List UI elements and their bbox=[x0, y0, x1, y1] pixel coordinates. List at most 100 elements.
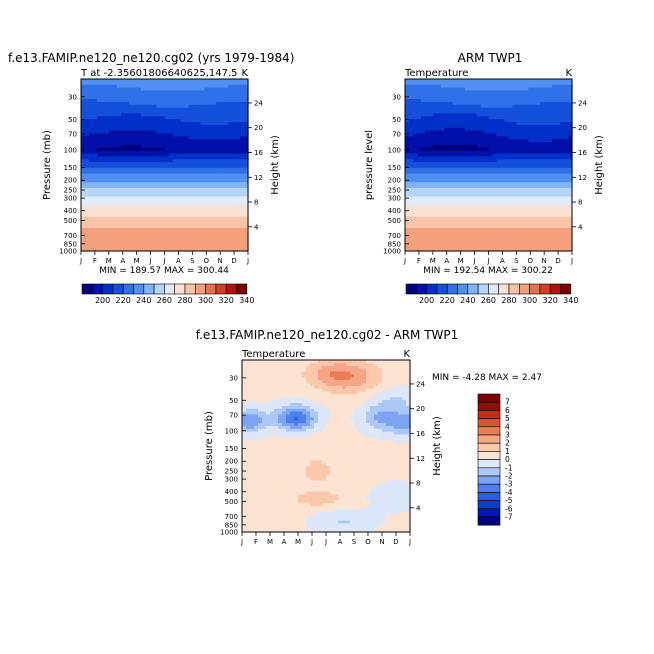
field-cell bbox=[492, 99, 498, 103]
field-cell bbox=[540, 228, 545, 232]
field-cell bbox=[136, 225, 142, 229]
field-cell bbox=[240, 96, 245, 100]
field-cell bbox=[428, 142, 434, 146]
field-cell bbox=[480, 87, 486, 92]
field-cell bbox=[180, 122, 185, 126]
field-cell bbox=[120, 185, 126, 189]
field-cell bbox=[564, 193, 569, 198]
field-cell bbox=[224, 116, 229, 120]
field-cell bbox=[408, 101, 414, 106]
field-cell bbox=[492, 139, 498, 143]
field-cell bbox=[140, 205, 146, 209]
field-cell bbox=[208, 122, 213, 126]
field-cell bbox=[448, 210, 454, 215]
field-cell bbox=[232, 113, 237, 117]
field-cell bbox=[556, 84, 561, 89]
field-cell bbox=[488, 170, 494, 175]
field-cell bbox=[104, 242, 110, 246]
field-cell bbox=[492, 142, 498, 146]
field-cell bbox=[240, 84, 245, 89]
field-cell bbox=[144, 239, 150, 243]
field-cell bbox=[96, 79, 102, 83]
field-cell bbox=[124, 142, 130, 146]
field-cell bbox=[156, 130, 162, 135]
field-cell bbox=[81, 81, 86, 86]
field-cell bbox=[512, 107, 517, 112]
field-cell bbox=[468, 159, 474, 163]
field-cell bbox=[456, 87, 462, 92]
field-cell bbox=[148, 107, 154, 112]
field-cell bbox=[128, 99, 134, 103]
field-cell bbox=[244, 81, 249, 86]
field-cell bbox=[508, 182, 513, 186]
field-cell bbox=[208, 116, 213, 120]
field-cell bbox=[108, 165, 114, 169]
field-cell bbox=[112, 213, 118, 218]
field-cell bbox=[128, 150, 134, 155]
field-cell bbox=[108, 182, 114, 186]
field-cell bbox=[156, 208, 162, 212]
field-cell bbox=[420, 142, 426, 146]
field-cell bbox=[556, 147, 561, 152]
field-cell bbox=[212, 196, 217, 200]
field-cell bbox=[88, 90, 94, 94]
field-cell bbox=[124, 153, 130, 157]
field-cell bbox=[196, 196, 201, 200]
field-cell bbox=[132, 222, 138, 226]
field-cell bbox=[444, 187, 450, 192]
field-cell bbox=[244, 216, 249, 221]
field-cell bbox=[184, 156, 189, 160]
field-cell bbox=[504, 210, 509, 215]
field-cell bbox=[488, 142, 494, 146]
field-cell bbox=[560, 122, 565, 126]
field-cell bbox=[224, 202, 229, 206]
field-cell bbox=[476, 113, 482, 117]
field-cell bbox=[200, 116, 205, 120]
field-cell bbox=[504, 225, 509, 229]
field-cell bbox=[548, 99, 553, 103]
field-cell bbox=[196, 150, 201, 155]
field-cell bbox=[224, 205, 229, 209]
field-cell bbox=[108, 170, 114, 175]
field-cell bbox=[428, 219, 434, 223]
field-cell bbox=[448, 124, 454, 129]
field-cell bbox=[228, 248, 233, 252]
field-cell bbox=[432, 173, 438, 178]
field-cell bbox=[228, 213, 233, 218]
field-cell bbox=[160, 239, 166, 243]
field-cell bbox=[160, 230, 166, 235]
field-cell bbox=[176, 230, 182, 235]
field-cell bbox=[504, 142, 509, 146]
colorbar-bin bbox=[112, 283, 124, 295]
field-cell bbox=[100, 179, 106, 183]
field-cell bbox=[228, 196, 233, 200]
field-cell bbox=[144, 182, 150, 186]
field-cell bbox=[200, 176, 205, 180]
field-cell bbox=[104, 122, 110, 126]
field-cell bbox=[416, 90, 422, 94]
field-cell bbox=[132, 81, 138, 86]
field-cell bbox=[468, 147, 474, 152]
field-cell bbox=[496, 144, 502, 149]
field-cell bbox=[216, 159, 221, 163]
field-cell bbox=[200, 130, 205, 135]
field-cell bbox=[512, 236, 517, 241]
field-cell bbox=[224, 127, 229, 132]
field-cell bbox=[196, 119, 201, 123]
field-cell bbox=[508, 147, 513, 152]
field-cell bbox=[220, 133, 225, 137]
field-cell bbox=[212, 127, 217, 132]
field-cell bbox=[568, 153, 573, 157]
field-cell bbox=[188, 162, 193, 166]
field-cell bbox=[208, 127, 213, 132]
field-cell bbox=[464, 179, 470, 183]
field-cell bbox=[436, 96, 442, 100]
field-cell bbox=[488, 202, 494, 206]
field-cell bbox=[552, 107, 557, 112]
field-cell bbox=[232, 182, 237, 186]
field-cell bbox=[520, 213, 525, 218]
field-cell bbox=[448, 127, 454, 132]
field-cell bbox=[444, 167, 450, 172]
pressure-tick-label: 200 bbox=[64, 177, 77, 185]
field-cell bbox=[208, 219, 213, 223]
